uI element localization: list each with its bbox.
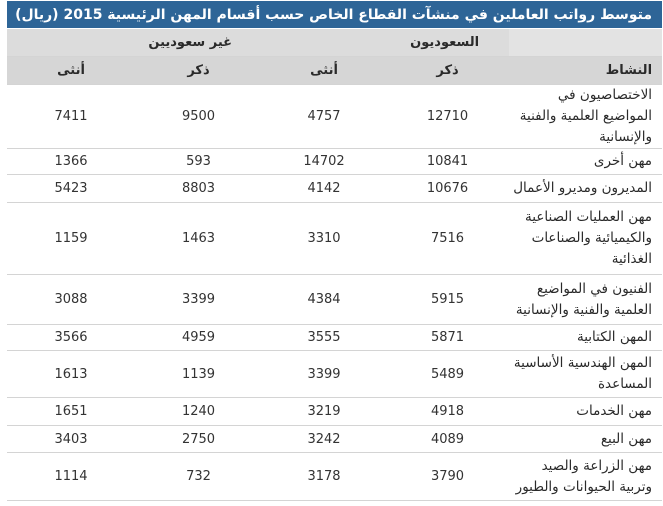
header-blank-cell: [509, 29, 663, 57]
column-header-saudi-male: ذكر: [386, 56, 510, 85]
cell-saudi-male: 4089: [386, 425, 510, 453]
column-header-activity: النشاط: [509, 56, 663, 85]
cell-saudi-female: 3219: [262, 397, 387, 426]
cell-non-saudi-female: 3566: [7, 324, 136, 351]
cell-non-saudi-male: 4959: [135, 324, 263, 351]
salary-table: السعوديون غير سعوديين النشاط ذكر أنثى ذك…: [7, 29, 663, 501]
group-header-row: السعوديون غير سعوديين: [7, 29, 663, 57]
cell-saudi-female: 3399: [262, 350, 387, 398]
cell-saudi-male: 10676: [386, 174, 510, 203]
cell-saudi-female: 4384: [262, 274, 387, 325]
cell-saudi-male: 5871: [386, 324, 510, 351]
cell-saudi-male: 5489: [386, 350, 510, 398]
cell-non-saudi-male: 1139: [135, 350, 263, 398]
cell-non-saudi-female: 3088: [7, 274, 136, 325]
row-label: الاختصاصيون في المواضيع العلمية والفنية …: [509, 84, 663, 149]
group-header-saudi: السعوديون: [262, 29, 510, 57]
cell-non-saudi-female: 1651: [7, 397, 136, 426]
row-label: مهن أخرى: [509, 148, 663, 175]
cell-saudi-female: 4142: [262, 174, 387, 203]
cell-non-saudi-female: 5423: [7, 174, 136, 203]
cell-non-saudi-female: 3403: [7, 425, 136, 453]
cell-non-saudi-male: 593: [135, 148, 263, 175]
column-header-non-saudi-female: أنثى: [7, 56, 136, 85]
cell-non-saudi-female: 1366: [7, 148, 136, 175]
cell-saudi-male: 10841: [386, 148, 510, 175]
cell-non-saudi-male: 9500: [135, 84, 263, 149]
row-label: المديرون ومديرو الأعمال: [509, 174, 663, 203]
table-row: مهن البيع 4089 3242 2750 3403: [7, 425, 663, 453]
row-label: المهن الهندسية الأساسية المساعدة: [509, 350, 663, 398]
cell-non-saudi-male: 1240: [135, 397, 263, 426]
row-label: مهن العمليات الصناعية والكيميائية والصنا…: [509, 202, 663, 275]
column-header-saudi-female: أنثى: [262, 56, 387, 85]
cell-non-saudi-male: 2750: [135, 425, 263, 453]
table-row: المديرون ومديرو الأعمال 10676 4142 8803 …: [7, 174, 663, 203]
cell-non-saudi-female: 7411: [7, 84, 136, 149]
table-title: متوسط رواتب العاملين في منشآت القطاع الخ…: [7, 1, 662, 28]
table-row: المهن الهندسية الأساسية المساعدة 5489 33…: [7, 350, 663, 398]
cell-non-saudi-female: 1159: [7, 202, 136, 275]
row-label: المهن الكتابية: [509, 324, 663, 351]
table-row: مهن الخدمات 4918 3219 1240 1651: [7, 397, 663, 426]
cell-saudi-female: 3178: [262, 452, 387, 501]
group-header-non-saudi: غير سعوديين: [7, 29, 263, 57]
row-label: الفنيون في المواضيع العلمية والفنية والإ…: [509, 274, 663, 325]
column-header-non-saudi-male: ذكر: [135, 56, 263, 85]
row-label: مهن الزراعة والصيد وتربية الحيوانات والط…: [509, 452, 663, 501]
cell-saudi-male: 7516: [386, 202, 510, 275]
row-label: مهن البيع: [509, 425, 663, 453]
table-row: المهن الكتابية 5871 3555 4959 3566: [7, 324, 663, 351]
table-row: مهن العمليات الصناعية والكيميائية والصنا…: [7, 202, 663, 275]
cell-saudi-male: 5915: [386, 274, 510, 325]
table-row: الاختصاصيون في المواضيع العلمية والفنية …: [7, 84, 663, 149]
cell-non-saudi-male: 1463: [135, 202, 263, 275]
table-row: الفنيون في المواضيع العلمية والفنية والإ…: [7, 274, 663, 325]
cell-saudi-male: 4918: [386, 397, 510, 426]
cell-saudi-female: 3555: [262, 324, 387, 351]
cell-non-saudi-male: 8803: [135, 174, 263, 203]
cell-saudi-female: 3310: [262, 202, 387, 275]
row-label: مهن الخدمات: [509, 397, 663, 426]
cell-non-saudi-female: 1613: [7, 350, 136, 398]
cell-saudi-male: 3790: [386, 452, 510, 501]
cell-non-saudi-male: 732: [135, 452, 263, 501]
cell-saudi-female: 4757: [262, 84, 387, 149]
cell-non-saudi-female: 1114: [7, 452, 136, 501]
cell-saudi-female: 14702: [262, 148, 387, 175]
table-title-text: متوسط رواتب العاملين في منشآت القطاع الخ…: [15, 6, 652, 23]
cell-saudi-female: 3242: [262, 425, 387, 453]
table-row: مهن الزراعة والصيد وتربية الحيوانات والط…: [7, 452, 663, 501]
cell-saudi-male: 12710: [386, 84, 510, 149]
table-row: مهن أخرى 10841 14702 593 1366: [7, 148, 663, 175]
sub-header-row: النشاط ذكر أنثى ذكر أنثى: [7, 56, 663, 85]
cell-non-saudi-male: 3399: [135, 274, 263, 325]
